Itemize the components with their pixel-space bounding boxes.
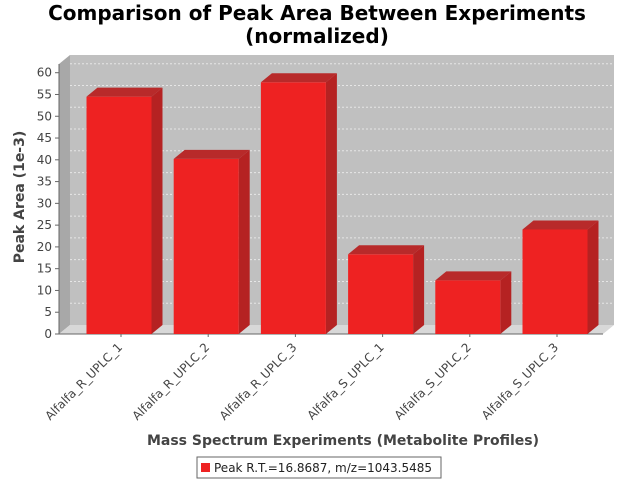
legend-swatch (201, 463, 210, 472)
x-tick-label: Alfalfa_R_UPLC_3 (217, 340, 300, 423)
bar-top (522, 220, 599, 230)
bar-side (151, 87, 163, 335)
y-tick-label: 45 (37, 131, 52, 145)
bar-side (238, 149, 250, 334)
chart-title: Comparison of Peak Area Between Experime… (48, 1, 586, 25)
bar (86, 96, 152, 335)
bar (348, 254, 414, 334)
y-tick-label: 25 (37, 218, 52, 232)
x-axis-ticks: Alfalfa_R_UPLC_1 Alfalfa_R_UPLC_2 Alfalfa_… (42, 334, 561, 423)
legend-label: Peak R.T.=16.8687, m/z=1043.5485 (214, 461, 432, 475)
y-tick-label: 30 (37, 196, 52, 210)
y-tick-label: 50 (37, 109, 52, 123)
x-tick-label: Alfalfa_R_UPLC_1 (42, 340, 125, 423)
y-tick-label: 55 (37, 87, 52, 101)
x-tick-label: Alfalfa_S_UPLC_3 (479, 340, 561, 422)
y-tick-label: 20 (37, 240, 52, 254)
bar (260, 82, 326, 335)
bar-group (86, 73, 599, 335)
x-tick-label: Alfalfa_S_UPLC_2 (392, 340, 474, 422)
x-axis-label: Mass Spectrum Experiments (Metabolite Pr… (147, 433, 539, 449)
bar (435, 280, 501, 334)
plot-left-wall (59, 55, 70, 334)
bar-top (86, 87, 163, 97)
bar-side (500, 271, 512, 334)
bar (522, 229, 588, 334)
legend-box (196, 456, 442, 479)
y-axis-label: Peak Area (1e-3) (12, 131, 28, 264)
bar-top (260, 73, 337, 83)
chart-subtitle: (normalized) (245, 24, 389, 48)
bar-top (173, 149, 250, 159)
y-tick-label: 10 (37, 283, 52, 297)
legend: Peak R.T.=16.8687, m/z=1043.5485 (196, 456, 442, 479)
y-tick-label: 15 (37, 262, 52, 276)
bar-side (413, 245, 425, 334)
x-tick-label: Alfalfa_R_UPLC_2 (130, 340, 213, 423)
y-tick-label: 0 (44, 327, 52, 341)
y-tick-label: 40 (37, 153, 52, 167)
y-axis-ticks: 0 5 10 15 20 25 30 35 40 45 50 55 60 (37, 66, 59, 341)
y-tick-label: 60 (37, 66, 52, 80)
bar-side (325, 73, 337, 335)
bar-top (435, 271, 512, 281)
x-tick-label: Alfalfa_S_UPLC_1 (304, 340, 386, 422)
bar-top (348, 245, 425, 255)
y-tick-label: 35 (37, 175, 52, 189)
y-tick-label: 5 (44, 305, 52, 319)
bar-side (587, 220, 599, 334)
bar (173, 158, 239, 334)
